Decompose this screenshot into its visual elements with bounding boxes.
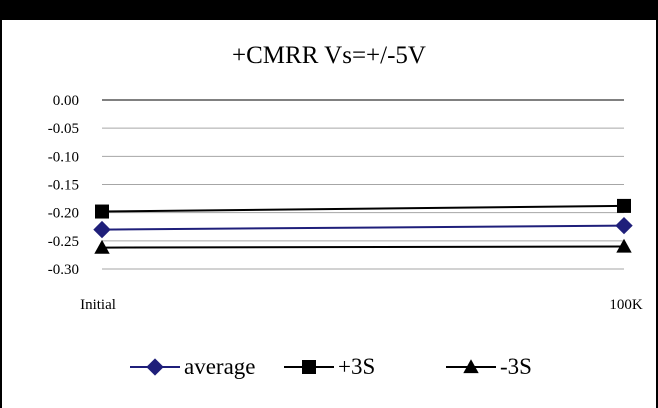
legend: average +3S -3S bbox=[130, 354, 532, 379]
x-tick-label: Initial bbox=[80, 297, 116, 313]
chart-title: +CMRR Vs=+/-5V bbox=[232, 42, 426, 69]
legend-marker bbox=[463, 359, 479, 374]
y-tick-labels: 0.00 -0.05 -0.10 -0.15 -0.20 -0.25 -0.30 bbox=[48, 93, 79, 278]
x-tick-labels: Initial 100K bbox=[80, 297, 643, 313]
series-line bbox=[101, 224, 625, 231]
series-lines bbox=[101, 204, 625, 249]
data-point bbox=[93, 220, 111, 239]
legend-marker bbox=[146, 358, 164, 376]
top-bar bbox=[0, 0, 658, 18]
legend-label: average bbox=[184, 354, 256, 379]
data-point bbox=[94, 239, 110, 254]
data-point bbox=[95, 204, 109, 219]
y-tick-label: -0.30 bbox=[48, 262, 79, 278]
data-point bbox=[617, 198, 631, 213]
gridlines bbox=[102, 99, 624, 270]
y-tick-label: -0.15 bbox=[48, 178, 79, 194]
y-tick-label: -0.05 bbox=[48, 121, 79, 137]
chart-area: +CMRR Vs=+/-5V 0.00 -0.05 -0.10 -0.15 -0.20 -… bbox=[0, 18, 658, 408]
y-tick-label: 0.00 bbox=[53, 93, 79, 109]
series-line bbox=[101, 204, 625, 213]
series-markers bbox=[93, 198, 633, 254]
chart-svg: +CMRR Vs=+/-5V 0.00 -0.05 -0.10 -0.15 -0.20 -… bbox=[48, 42, 643, 379]
legend-label: +3S bbox=[338, 354, 375, 379]
x-tick-label: 100K bbox=[609, 297, 643, 313]
y-tick-label: -0.25 bbox=[48, 234, 79, 250]
y-tick-label: -0.10 bbox=[48, 149, 79, 165]
data-point bbox=[616, 238, 632, 253]
y-tick-label: -0.20 bbox=[48, 206, 79, 222]
legend-marker bbox=[302, 360, 316, 374]
legend-label: -3S bbox=[500, 354, 532, 379]
data-point bbox=[615, 216, 633, 235]
series-line bbox=[101, 245, 625, 249]
